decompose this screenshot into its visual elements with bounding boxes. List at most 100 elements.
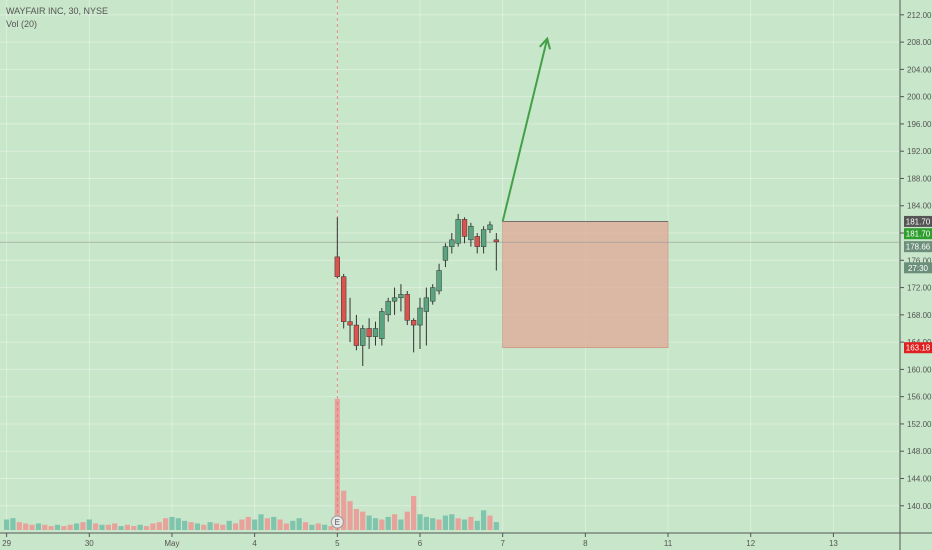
volume-bar bbox=[131, 526, 137, 530]
candle bbox=[436, 263, 442, 295]
volume-bar bbox=[411, 495, 417, 530]
volume-bar bbox=[271, 516, 277, 530]
candle-body bbox=[398, 294, 404, 299]
candle bbox=[449, 233, 455, 254]
candle bbox=[398, 284, 404, 312]
volume-bar bbox=[366, 515, 372, 530]
earnings-event-marker bbox=[330, 515, 344, 529]
volume-bar bbox=[353, 509, 359, 530]
y-tick-label: 192.00 bbox=[907, 147, 932, 156]
volume-bar bbox=[372, 518, 379, 530]
candle bbox=[417, 297, 423, 349]
volume-bar bbox=[118, 526, 124, 530]
volume-bar bbox=[385, 516, 391, 530]
volume-bar bbox=[201, 524, 207, 530]
volume-bar bbox=[474, 520, 480, 530]
volume-bar bbox=[4, 519, 10, 530]
volume-bar bbox=[48, 526, 54, 530]
candle-body bbox=[430, 287, 436, 302]
volume-bar bbox=[379, 519, 385, 530]
volume-bar bbox=[29, 524, 35, 530]
candle bbox=[347, 297, 353, 343]
volume-bars bbox=[4, 399, 499, 530]
x-tick-label: 5 bbox=[335, 539, 340, 548]
price-badge-label: 178.66 bbox=[906, 243, 931, 252]
volume-bar bbox=[309, 524, 315, 530]
y-tick-label: 140.00 bbox=[907, 502, 932, 511]
volume-bar bbox=[67, 524, 73, 530]
candle bbox=[391, 287, 398, 315]
candle bbox=[334, 217, 340, 279]
candle bbox=[366, 318, 372, 349]
x-tick-label: May bbox=[164, 539, 179, 548]
volume-bar bbox=[493, 522, 499, 530]
volume-bar bbox=[61, 526, 67, 530]
candle bbox=[487, 221, 493, 234]
price-badge bbox=[904, 228, 932, 240]
y-tick-label: 208.00 bbox=[907, 38, 932, 47]
volume-bar bbox=[245, 516, 251, 530]
earnings-event-label: E bbox=[335, 518, 340, 527]
volume-bar bbox=[188, 522, 194, 530]
volume-bar bbox=[16, 522, 22, 530]
volume-bar bbox=[449, 514, 455, 530]
candle bbox=[410, 318, 417, 353]
candle-body bbox=[436, 270, 442, 292]
chart-legend: WAYFAIR INC, 30, NYSE Vol (20) bbox=[6, 5, 108, 31]
y-tick-label: 148.00 bbox=[907, 447, 932, 456]
y-tick-label: 156.00 bbox=[907, 393, 932, 402]
volume-bar bbox=[283, 523, 290, 530]
candle bbox=[493, 233, 499, 271]
y-tick-label: 144.00 bbox=[907, 474, 932, 483]
volume-bar bbox=[455, 518, 461, 530]
candle-body bbox=[417, 307, 423, 326]
grid-lines bbox=[0, 0, 900, 532]
volume-bar bbox=[156, 522, 162, 530]
volume-bar bbox=[194, 523, 200, 530]
y-tick-label: 160.00 bbox=[907, 365, 932, 374]
y-tick-label: 176.00 bbox=[907, 256, 932, 265]
symbol-label: WAYFAIR INC, 30, NYSE bbox=[6, 6, 109, 16]
candle-body bbox=[372, 328, 379, 337]
y-tick-label: 196.00 bbox=[907, 120, 932, 129]
candle-body bbox=[360, 328, 366, 346]
volume-bar bbox=[124, 524, 131, 530]
candle-body bbox=[487, 224, 493, 230]
price-badge-label: 27:30 bbox=[908, 264, 929, 273]
y-tick-label: 200.00 bbox=[907, 93, 932, 102]
volume-bar bbox=[328, 526, 334, 530]
price-badge bbox=[904, 262, 932, 274]
volume-bar bbox=[391, 514, 398, 530]
candle-body bbox=[379, 311, 385, 339]
candle-body bbox=[347, 321, 353, 326]
volume-bar bbox=[232, 523, 239, 530]
y-tick-label: 152.00 bbox=[907, 420, 932, 429]
candle bbox=[430, 284, 436, 305]
candle bbox=[442, 243, 449, 268]
volume-bar bbox=[468, 516, 474, 530]
volume-bar bbox=[315, 523, 321, 530]
candle bbox=[455, 213, 461, 247]
volume-bar bbox=[112, 523, 118, 530]
volume-bar bbox=[182, 520, 188, 530]
price-badge bbox=[904, 215, 932, 227]
volume-bar bbox=[54, 524, 61, 530]
candle bbox=[353, 314, 360, 351]
candle-body bbox=[341, 276, 347, 322]
candle bbox=[379, 308, 385, 346]
stop-loss-zone bbox=[502, 221, 669, 349]
volume-bar bbox=[175, 518, 181, 530]
projection-arrow-head bbox=[539, 36, 552, 50]
candle-body bbox=[480, 229, 487, 247]
candle bbox=[385, 297, 391, 322]
candle bbox=[480, 226, 487, 254]
x-tick-label: 13 bbox=[829, 539, 838, 548]
candle-body bbox=[493, 239, 499, 243]
volume-bar bbox=[137, 524, 143, 530]
candle bbox=[341, 273, 347, 329]
volume-bar bbox=[347, 501, 353, 530]
candle-body bbox=[474, 236, 480, 247]
candle bbox=[360, 325, 366, 366]
